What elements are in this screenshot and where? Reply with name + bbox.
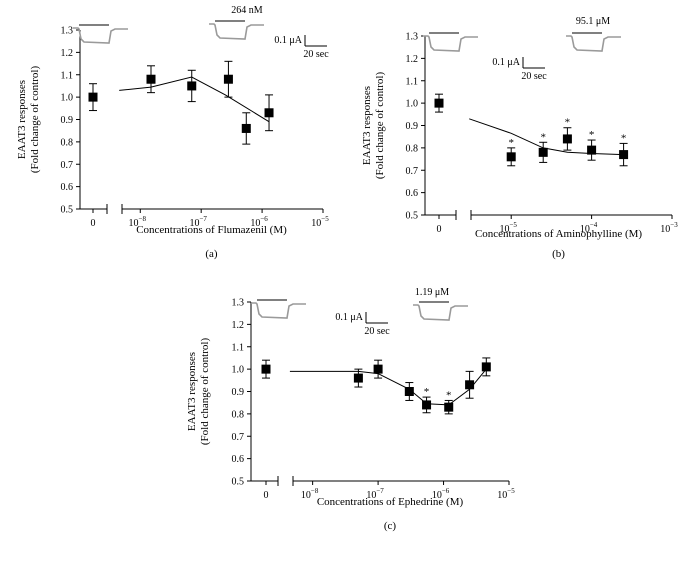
drug-current-trace — [566, 35, 621, 52]
data-point — [404, 387, 414, 396]
fit-line — [289, 368, 487, 406]
y-tick-label: 1.2 — [61, 48, 74, 59]
data-point — [481, 362, 491, 372]
significance-marker: * — [446, 389, 452, 401]
scale-time-label: 20 sec — [521, 71, 547, 82]
x-tick-label: 10−5 — [497, 487, 515, 501]
y-tick-label: 0.5 — [406, 211, 419, 222]
y-tick-label: 1.1 — [232, 342, 245, 353]
panel-label: (a) — [205, 248, 218, 260]
panel-label: (b) — [552, 248, 565, 260]
data-point — [241, 123, 251, 133]
significance-marker: * — [565, 117, 571, 129]
drug-current-trace — [209, 23, 264, 40]
significance-marker: * — [540, 131, 546, 143]
y-tick-label: 1.2 — [406, 54, 419, 65]
significance-marker: * — [508, 137, 514, 149]
control-current-trace — [251, 302, 306, 319]
y-tick-label: 0.8 — [406, 143, 419, 154]
x-tick-label-control: 0 — [91, 218, 96, 229]
y-tick-label: 1.1 — [61, 70, 74, 81]
y-tick-label: 1.3 — [406, 32, 419, 43]
control-current-trace — [73, 27, 128, 44]
x-tick-label: 10−6 — [250, 215, 268, 229]
data-point — [264, 108, 274, 118]
y-tick-label: 0.6 — [406, 188, 419, 199]
data-point-control — [88, 92, 98, 102]
data-point — [562, 134, 572, 144]
data-point-control — [434, 98, 444, 108]
y-tick-label: 1.0 — [61, 93, 74, 104]
y-tick-label: 1.3 — [232, 298, 245, 309]
y-tick-label: 0.8 — [61, 137, 74, 148]
y-axis-label: EAAT3 responses(Fold change of control) — [16, 66, 41, 174]
data-point — [353, 373, 363, 383]
concentration-label: 95.1 μM — [576, 16, 610, 27]
concentration-label: 1.19 μM — [415, 287, 449, 298]
x-tick-label-control: 0 — [437, 224, 442, 235]
significance-marker: * — [589, 129, 595, 141]
y-axis-label: EAAT3 responses(Fold change of control) — [361, 72, 386, 180]
concentration-label: 264 nM — [231, 5, 263, 16]
x-tick-label: 10−8 — [129, 215, 147, 229]
data-point — [187, 81, 197, 91]
panel-label: (c) — [384, 520, 397, 532]
data-point — [373, 364, 383, 374]
y-tick-label: 0.6 — [232, 454, 245, 465]
significance-marker: * — [424, 386, 430, 398]
y-tick-label: 1.0 — [232, 365, 245, 376]
x-tick-label: 10−5 — [311, 215, 329, 229]
scale-current-label: 0.1 μA — [492, 57, 520, 68]
data-point — [587, 145, 597, 155]
data-point — [465, 380, 475, 390]
y-tick-label: 0.7 — [61, 160, 74, 171]
x-tick-label: 10−5 — [499, 221, 517, 235]
data-point — [146, 74, 156, 84]
y-tick-label: 0.7 — [406, 166, 419, 177]
data-point — [506, 152, 516, 162]
x-tick-label: 10−4 — [580, 221, 598, 235]
data-point — [619, 150, 629, 160]
scale-time-label: 20 sec — [364, 326, 390, 337]
data-point-control — [261, 364, 271, 374]
x-axis-label: Concentrations of Flumazenil (M) — [136, 224, 287, 236]
x-tick-label: 10−7 — [189, 215, 207, 229]
data-point — [422, 400, 432, 410]
x-tick-label: 10−8 — [301, 487, 319, 501]
data-point — [444, 402, 454, 412]
x-axis-label: Concentrations of Ephedrine (M) — [317, 496, 464, 508]
y-axis-label: EAAT3 responses(Fold change of control) — [186, 338, 211, 446]
fit-line — [469, 118, 624, 156]
x-tick-label: 10−7 — [366, 487, 384, 501]
y-tick-label: 1.1 — [406, 76, 419, 87]
drug-current-trace — [413, 304, 468, 321]
y-tick-label: 0.9 — [406, 121, 419, 132]
scale-current-label: 0.1 μA — [335, 312, 363, 323]
y-tick-label: 0.9 — [232, 387, 245, 398]
x-tick-label: 10−3 — [660, 221, 678, 235]
x-axis-label: Concentrations of Aminophylline (M) — [475, 228, 642, 240]
y-tick-label: 1.2 — [232, 320, 245, 331]
data-point — [223, 74, 233, 84]
y-tick-label: 0.7 — [232, 432, 245, 443]
y-tick-label: 1.3 — [61, 26, 74, 37]
scale-time-label: 20 sec — [303, 49, 329, 60]
y-tick-label: 0.9 — [61, 115, 74, 126]
chart-panel-a: 0.5 0.6 0.7 0.8 0.9 1.0 1.1 1.2 1.3 0 10−8 10−7 10−6… — [16, 5, 329, 260]
significance-marker: * — [621, 132, 627, 144]
chart-panel-b: 0.5 0.6 0.7 0.8 0.9 1.0 1.1 1.2 1.3 0 10−5 10−4 10−3… — [361, 16, 678, 260]
data-point — [538, 147, 548, 157]
x-tick-label-control: 0 — [264, 490, 269, 501]
y-tick-label: 1.0 — [406, 99, 419, 110]
control-current-trace — [423, 35, 478, 52]
chart-panel-c: 0.5 0.6 0.7 0.8 0.9 1.0 1.1 1.2 1.3 0 10−8 10−7 10−6… — [186, 287, 515, 532]
y-tick-label: 0.6 — [61, 182, 74, 193]
y-tick-label: 0.5 — [61, 205, 74, 216]
scale-current-label: 0.1 μA — [274, 35, 302, 46]
x-tick-label: 10−6 — [432, 487, 450, 501]
y-tick-label: 0.8 — [232, 409, 245, 420]
y-tick-label: 0.5 — [232, 477, 245, 488]
